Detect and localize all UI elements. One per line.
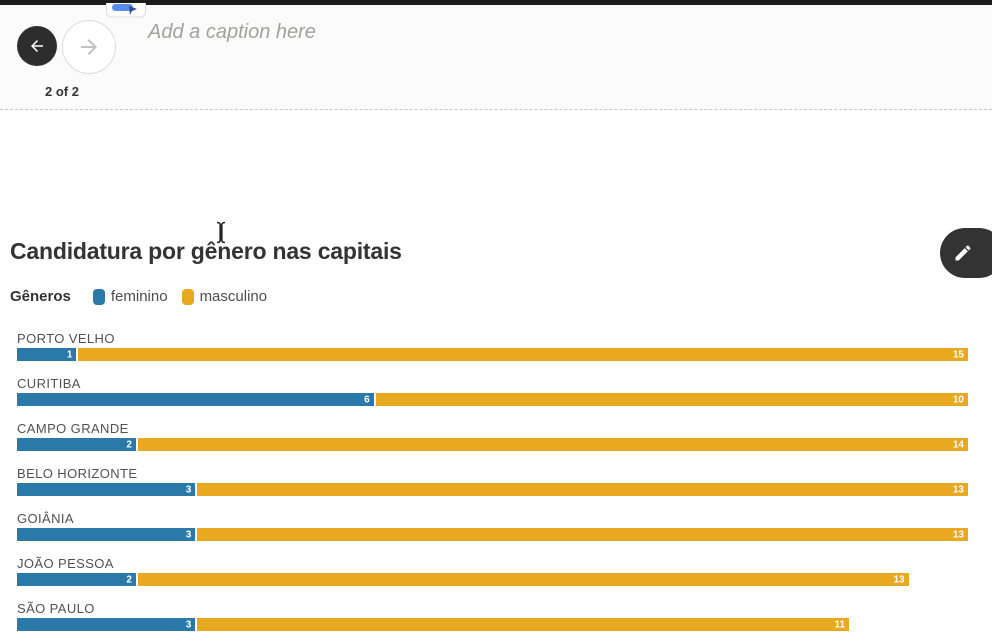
bar-track: 3 13 [17,528,968,541]
bar-value: 3 [185,529,192,540]
chart-row: CAMPO GRANDE 2 14 [17,422,968,467]
bar-value: 15 [952,349,964,360]
legend-title: Gêneros [10,288,71,305]
arrow-right-icon [81,39,97,55]
category-label: CURITIBA [17,376,81,391]
arrow-left-icon [31,40,43,52]
bar-track: 2 14 [17,438,968,451]
page-indicator: 2 of 2 [45,84,79,99]
bar-value: 13 [952,529,964,540]
pencil-icon [955,245,971,261]
bar-value: 13 [893,574,905,585]
bar-segment-feminino: 2 [17,573,136,586]
text-ibeam-cursor-icon [216,221,226,244]
bar-segment-masculino: 13 [197,483,968,496]
blue-cursor-badge-icon [106,3,146,18]
bar-segment-feminino: 2 [17,438,136,451]
bar-track: 1 15 [17,348,968,361]
chart-row: SÃO PAULO 3 11 [17,602,968,642]
legend-item-feminino: feminino [92,288,168,305]
bar-segment-masculino: 14 [137,438,968,451]
bar-segment-feminino: 3 [17,483,196,496]
bar-track: 3 13 [17,483,968,496]
bar-value: 1 [66,349,73,360]
bar-segment-masculino: 15 [78,348,968,361]
chart-panel: Candidatura por gênero nas capitais Gêne… [0,110,992,641]
chart-row: PORTO VELHO 1 15 [17,332,968,377]
chart-row: GOIÂNIA 3 13 [17,512,968,557]
bar-value: 13 [952,484,964,495]
category-label: JOÃO PESSOA [17,556,114,571]
bar-value: 10 [952,394,964,405]
bar-track: 3 11 [17,618,968,631]
category-label: CAMPO GRANDE [17,421,129,436]
bar-segment-feminino: 3 [17,618,196,631]
bar-value: 14 [952,439,964,450]
legend-label: feminino [110,288,168,305]
legend-item-masculino: masculino [181,288,268,305]
bar-value: 2 [126,574,132,585]
bar-segment-masculino: 10 [375,393,968,406]
chart-row: BELO HORIZONTE 3 13 [17,467,968,512]
legend: Gêneros feminino masculino [10,288,281,305]
category-label: PORTO VELHO [17,331,115,346]
edit-chart-button[interactable] [940,228,992,278]
chart-rows: PORTO VELHO 1 15 CURITIBA 6 10 CAMPO GRANDE 2 14… [17,332,968,642]
chart-title: Candidatura por gênero nas capitais [10,238,402,264]
bar-value: 2 [126,439,132,450]
caption-header: 2 of 2 Add a caption here [0,3,992,110]
chart-row: JOÃO PESSOA 2 13 [17,557,968,602]
bar-segment-feminino: 6 [17,393,374,406]
masculino-swatch-icon [181,288,194,305]
feminino-swatch-icon [92,288,105,305]
caption-input[interactable]: Add a caption here [148,21,316,43]
bar-value: 6 [364,394,370,405]
bar-segment-masculino: 13 [197,528,968,541]
category-label: SÃO PAULO [17,601,95,616]
bar-track: 2 13 [17,573,968,586]
bar-value: 3 [185,484,192,495]
bar-value: 11 [834,619,846,630]
bar-segment-masculino: 11 [197,618,850,631]
top-strip [0,0,992,5]
category-label: GOIÂNIA [17,511,74,526]
chart-row: CURITIBA 6 10 [17,377,968,422]
forward-button[interactable] [62,20,116,74]
bar-track: 6 10 [17,393,968,406]
category-label: BELO HORIZONTE [17,466,138,481]
legend-label: masculino [199,288,268,305]
back-button[interactable] [17,26,57,66]
bar-segment-masculino: 13 [137,573,909,586]
bar-segment-feminino: 1 [17,348,77,361]
bar-value: 3 [185,619,192,630]
bar-segment-feminino: 3 [17,528,196,541]
